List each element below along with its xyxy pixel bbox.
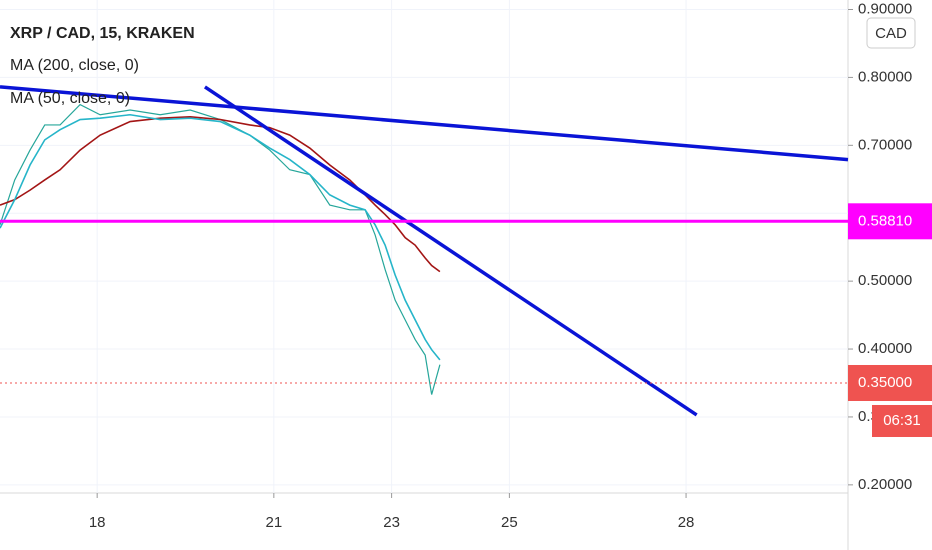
price-label-box bbox=[848, 203, 932, 240]
countdown: 06:31 bbox=[883, 412, 921, 429]
currency-button-label[interactable]: CAD bbox=[875, 25, 907, 42]
legend-entry: MA (200, close, 0) bbox=[10, 57, 139, 74]
chart-title: XRP / CAD, 15, KRAKEN bbox=[10, 25, 195, 42]
legend-entry: MA (50, close, 0) bbox=[10, 90, 130, 107]
y-tick-label: 0.40000 bbox=[858, 340, 912, 357]
trendline bbox=[0, 85, 849, 162]
ma-line bbox=[0, 115, 441, 273]
countdown-box bbox=[872, 404, 932, 437]
price-label: 0.58810 bbox=[858, 212, 912, 229]
y-tick-label: 0.20000 bbox=[858, 476, 912, 493]
price-line bbox=[0, 103, 441, 395]
y-tick-label: 0.50000 bbox=[858, 272, 912, 289]
y-tick-label: 0.70000 bbox=[858, 136, 912, 153]
trendline bbox=[203, 85, 698, 417]
x-tick-label: 25 bbox=[501, 514, 518, 531]
x-tick-label: 23 bbox=[383, 514, 400, 531]
x-tick-label: 21 bbox=[265, 514, 282, 531]
x-tick-label: 28 bbox=[678, 514, 695, 531]
ma-line bbox=[0, 113, 441, 361]
x-tick-label: 18 bbox=[89, 514, 106, 531]
price-label-box bbox=[848, 364, 932, 401]
y-tick-label: 0.80000 bbox=[858, 68, 912, 85]
price-label: 0.35000 bbox=[858, 374, 912, 391]
y-tick-label: 0.90000 bbox=[858, 0, 912, 17]
currency-button[interactable] bbox=[866, 17, 916, 49]
